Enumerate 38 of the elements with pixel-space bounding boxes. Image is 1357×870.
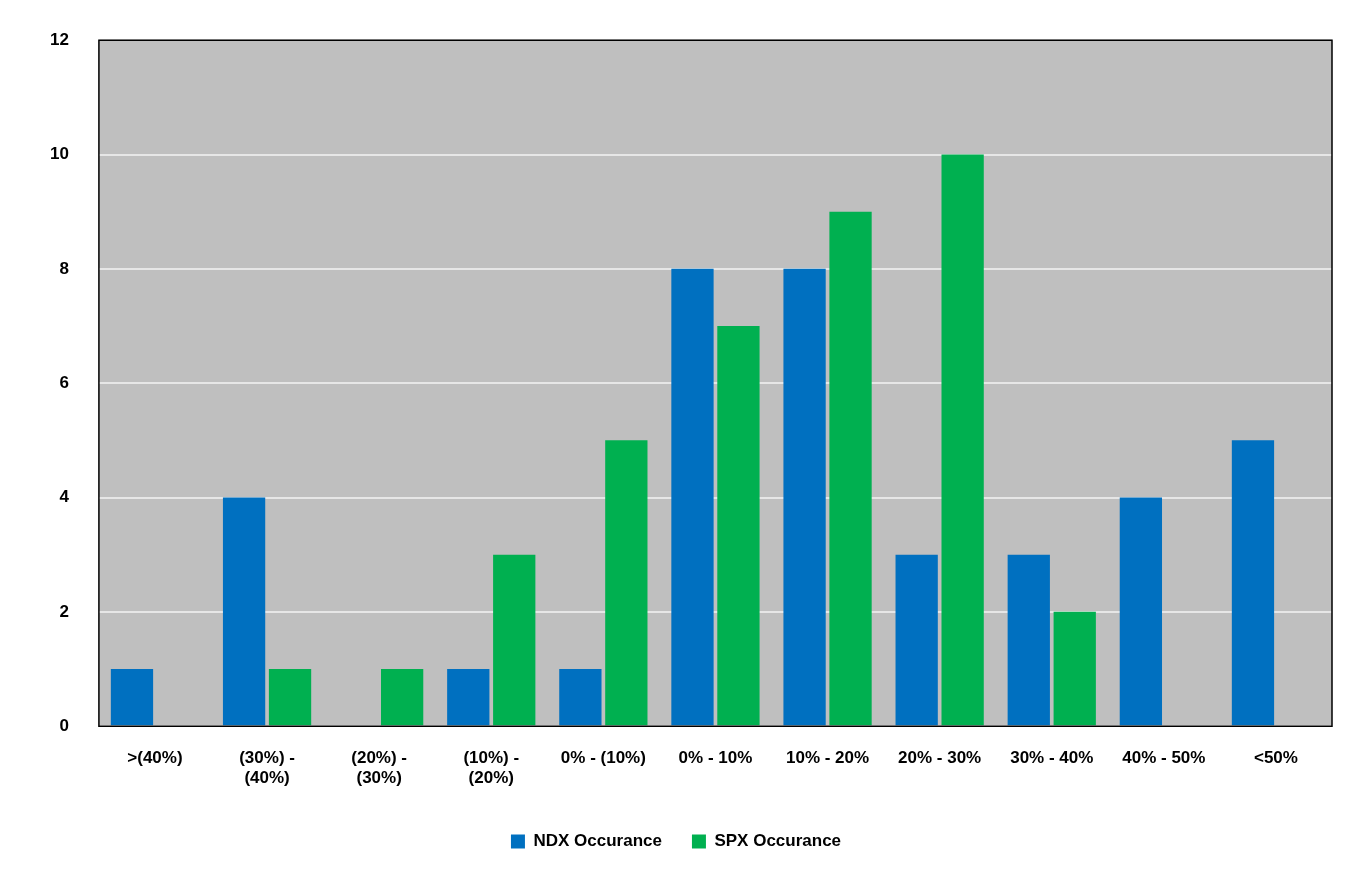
bar <box>783 268 826 726</box>
bar <box>1007 554 1050 726</box>
x-tick-label: (10%) - (20%) <box>463 748 520 788</box>
x-tick-label: 0% - 10% <box>678 748 753 768</box>
bar <box>671 268 714 726</box>
bar <box>829 211 872 726</box>
bar <box>268 669 312 726</box>
x-tick-label: 0% - (10%) <box>560 748 646 768</box>
x-tick-label: (20%) - (30%) <box>351 748 408 788</box>
bar <box>1119 497 1163 726</box>
bar <box>110 669 154 726</box>
bar <box>1053 611 1096 726</box>
bar <box>559 669 602 726</box>
x-tick-label: (30%) - (40%) <box>239 748 295 788</box>
y-tick-label: 10 <box>49 144 69 164</box>
y-tick-label: 6 <box>59 372 69 392</box>
bar <box>381 669 424 726</box>
bar <box>895 554 938 726</box>
bar <box>447 669 490 726</box>
legend-label: SPX Occurance <box>714 831 842 851</box>
y-tick-label: 8 <box>59 258 69 278</box>
x-tick-label: 20% - 30% <box>898 748 982 768</box>
y-tick-label: 12 <box>49 29 69 49</box>
x-tick-label: 30% - 40% <box>1010 748 1094 768</box>
bar <box>941 154 984 726</box>
y-tick-label: 2 <box>59 601 69 621</box>
bar <box>717 326 760 726</box>
bar <box>605 440 648 726</box>
y-tick-label: 4 <box>59 487 70 507</box>
x-tick-label: 40% - 50% <box>1122 748 1206 768</box>
bar <box>493 554 536 726</box>
bar <box>222 497 266 726</box>
x-tick-label: 10% - 20% <box>785 748 870 768</box>
bar <box>1231 440 1275 726</box>
x-tick-label: >(40%) <box>127 748 183 768</box>
legend-label: NDX Occurance <box>533 831 662 851</box>
x-tick-label: <50% <box>1253 748 1298 768</box>
y-tick-label: 0 <box>59 715 69 735</box>
